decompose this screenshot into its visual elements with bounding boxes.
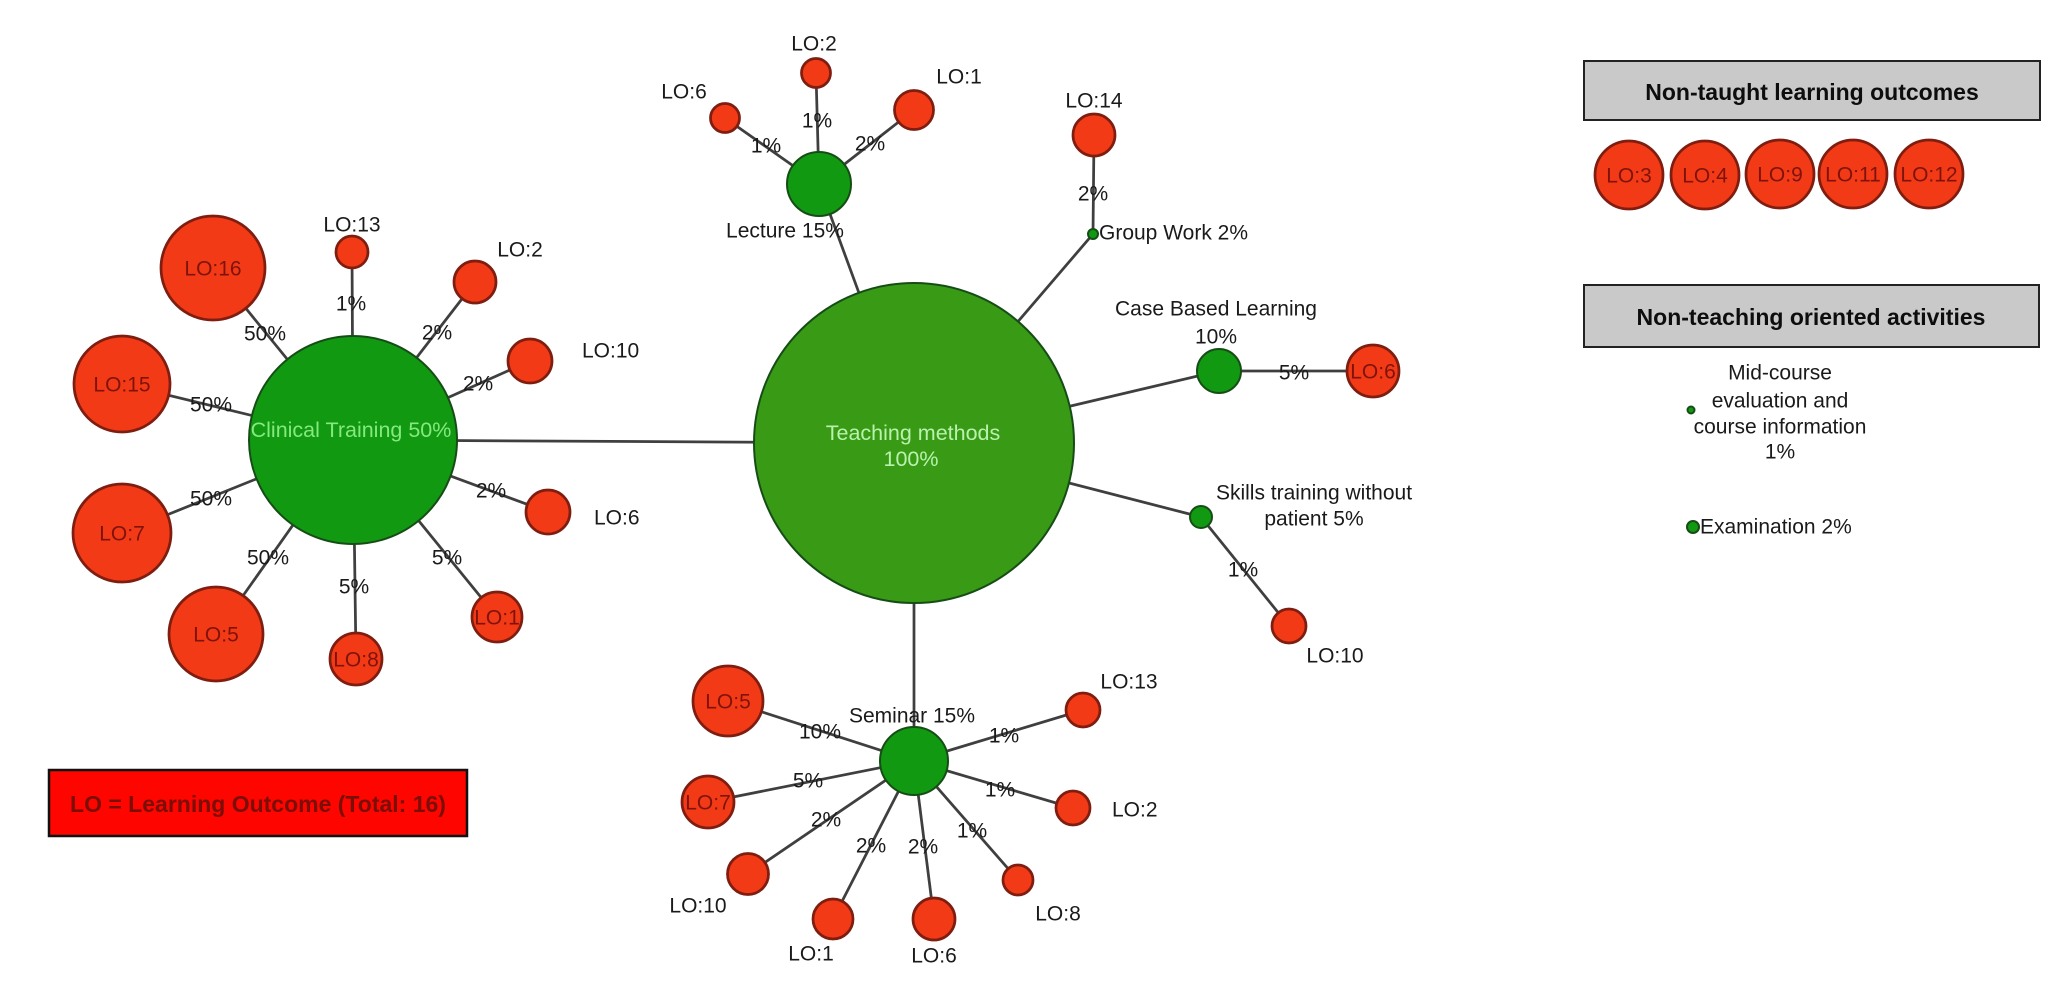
svg-text:50%: 50%	[244, 323, 286, 346]
svg-text:Case Based Learning: Case Based Learning	[1115, 298, 1317, 321]
svg-text:LO:8: LO:8	[333, 649, 379, 672]
svg-text:2%: 2%	[1078, 183, 1108, 206]
svg-text:LO:2: LO:2	[1112, 799, 1158, 822]
svg-text:1%: 1%	[985, 779, 1015, 802]
svg-text:10%: 10%	[1195, 326, 1237, 349]
svg-text:5%: 5%	[339, 576, 369, 599]
svg-text:LO:6: LO:6	[594, 507, 640, 530]
svg-text:LO:2: LO:2	[497, 239, 543, 262]
svg-text:Clinical Training 50%: Clinical Training 50%	[251, 418, 452, 442]
svg-text:1%: 1%	[751, 135, 781, 158]
svg-text:LO:1: LO:1	[474, 607, 520, 630]
svg-text:patient 5%: patient 5%	[1264, 508, 1363, 531]
svg-text:Non-taught learning outcomes: Non-taught learning outcomes	[1645, 79, 1979, 105]
svg-text:LO:4: LO:4	[1682, 165, 1728, 188]
svg-text:Lecture 15%: Lecture 15%	[726, 220, 844, 243]
svg-text:Teaching methods: Teaching methods	[826, 421, 1001, 445]
svg-text:LO:3: LO:3	[1606, 165, 1652, 188]
svg-text:Group Work 2%: Group Work 2%	[1099, 222, 1248, 245]
svg-text:LO:16: LO:16	[184, 258, 241, 281]
svg-text:2%: 2%	[856, 835, 886, 858]
svg-text:LO:14: LO:14	[1065, 90, 1123, 113]
svg-text:LO = Learning Outcome (Total:: LO = Learning Outcome (Total: 16)	[70, 791, 446, 817]
svg-text:LO:9: LO:9	[1757, 164, 1803, 187]
svg-text:LO:10: LO:10	[669, 895, 726, 918]
svg-text:2%: 2%	[463, 373, 493, 396]
svg-text:course information: course information	[1694, 416, 1867, 439]
svg-text:2%: 2%	[855, 133, 885, 156]
svg-text:2%: 2%	[811, 809, 841, 832]
svg-text:5%: 5%	[793, 770, 823, 793]
svg-text:LO:7: LO:7	[99, 523, 145, 546]
svg-text:LO:11: LO:11	[1825, 164, 1881, 187]
svg-text:2%: 2%	[422, 322, 452, 345]
svg-text:LO:1: LO:1	[936, 66, 982, 89]
svg-text:50%: 50%	[190, 488, 232, 511]
svg-text:LO:12: LO:12	[1900, 164, 1957, 187]
svg-text:50%: 50%	[247, 547, 289, 570]
svg-text:LO:8: LO:8	[1035, 903, 1081, 926]
svg-text:evaluation and: evaluation and	[1712, 390, 1849, 413]
svg-text:LO:2: LO:2	[791, 33, 837, 56]
svg-text:50%: 50%	[190, 394, 232, 417]
svg-text:5%: 5%	[1279, 362, 1309, 385]
svg-text:LO:10: LO:10	[1306, 645, 1363, 668]
svg-text:LO:5: LO:5	[193, 624, 239, 647]
svg-text:1%: 1%	[802, 110, 832, 133]
svg-text:2%: 2%	[476, 480, 506, 503]
svg-text:LO:6: LO:6	[911, 945, 957, 968]
svg-text:Non-teaching oriented activiti: Non-teaching oriented activities	[1637, 304, 1986, 330]
svg-text:1%: 1%	[957, 820, 987, 843]
svg-text:LO:6: LO:6	[661, 81, 707, 104]
svg-text:100%: 100%	[884, 447, 939, 471]
svg-text:LO:7: LO:7	[685, 792, 731, 815]
svg-text:1%: 1%	[1765, 441, 1795, 464]
svg-text:LO:1: LO:1	[788, 943, 834, 966]
svg-text:1%: 1%	[1228, 559, 1258, 582]
svg-text:1%: 1%	[336, 293, 366, 316]
svg-text:Skills training without: Skills training without	[1216, 482, 1412, 505]
svg-text:LO:6: LO:6	[1350, 361, 1396, 384]
svg-text:LO:15: LO:15	[93, 374, 150, 397]
svg-text:Mid-course: Mid-course	[1728, 362, 1832, 385]
svg-text:1%: 1%	[989, 725, 1019, 748]
svg-text:2%: 2%	[908, 836, 938, 859]
svg-text:10%: 10%	[799, 721, 841, 744]
svg-text:Seminar 15%: Seminar 15%	[849, 705, 975, 728]
svg-text:LO:10: LO:10	[582, 340, 639, 363]
svg-text:LO:5: LO:5	[705, 691, 751, 714]
svg-text:5%: 5%	[432, 547, 462, 570]
svg-text:LO:13: LO:13	[1100, 671, 1157, 694]
svg-text:LO:13: LO:13	[323, 214, 380, 237]
svg-text:Examination 2%: Examination 2%	[1700, 516, 1852, 539]
